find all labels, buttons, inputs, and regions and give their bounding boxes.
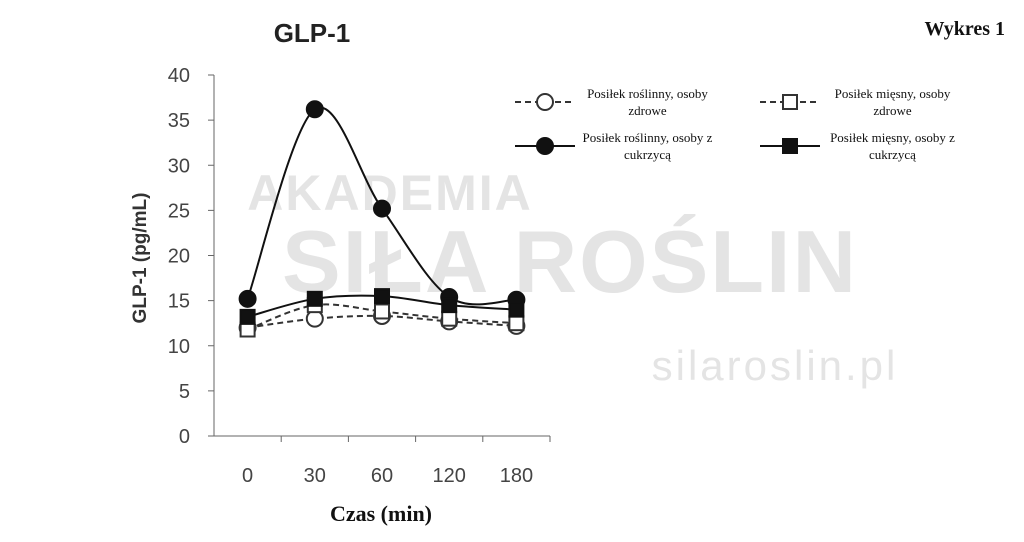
x-tick-label: 30 [304,465,326,487]
marker [441,310,458,327]
marker [374,288,390,305]
x-tick-label: 120 [433,465,466,487]
y-tick-label: 15 [168,291,190,313]
y-tick-label: 0 [179,426,190,448]
legend-label: Posiłek roślinny, osoby zdrowe [587,86,708,118]
y-tick-label: 5 [179,381,190,403]
legend-label: Posiłek mięsny, osoby zdrowe [834,86,951,118]
y-tick-label: 30 [168,155,190,177]
y-tick-label: 25 [168,200,190,222]
marker [441,297,458,314]
marker [306,290,323,307]
x-axis-label: Czas (min) [330,501,432,526]
legend-marker [536,137,554,155]
marker [508,315,525,332]
watermark: silaroslin.pl [652,342,899,389]
legend-marker [782,94,798,110]
marker [238,289,257,308]
x-tick-label: 0 [242,465,253,487]
legend-label: Posiłek roślinny, osoby z cukrzycą [582,130,713,162]
y-tick-label: 20 [168,246,190,268]
y-axis-label: GLP-1 (pg/mL) [130,193,151,324]
x-tick-label: 180 [500,465,533,487]
marker [508,301,525,318]
marker [374,303,390,320]
marker [239,308,256,325]
legend-label: Posiłek mięsny, osoby z cukrzycą [830,130,955,162]
corner-label: Wykres 1 [924,18,1005,40]
y-tick-label: 35 [168,110,190,132]
legend-marker [782,138,798,154]
chart-title: GLP-1 [274,18,351,48]
marker [305,100,324,119]
legend-marker [536,93,554,111]
y-tick-label: 10 [168,336,190,358]
y-tick-label: 40 [168,65,190,87]
marker [373,199,391,218]
x-tick-label: 60 [371,465,393,487]
